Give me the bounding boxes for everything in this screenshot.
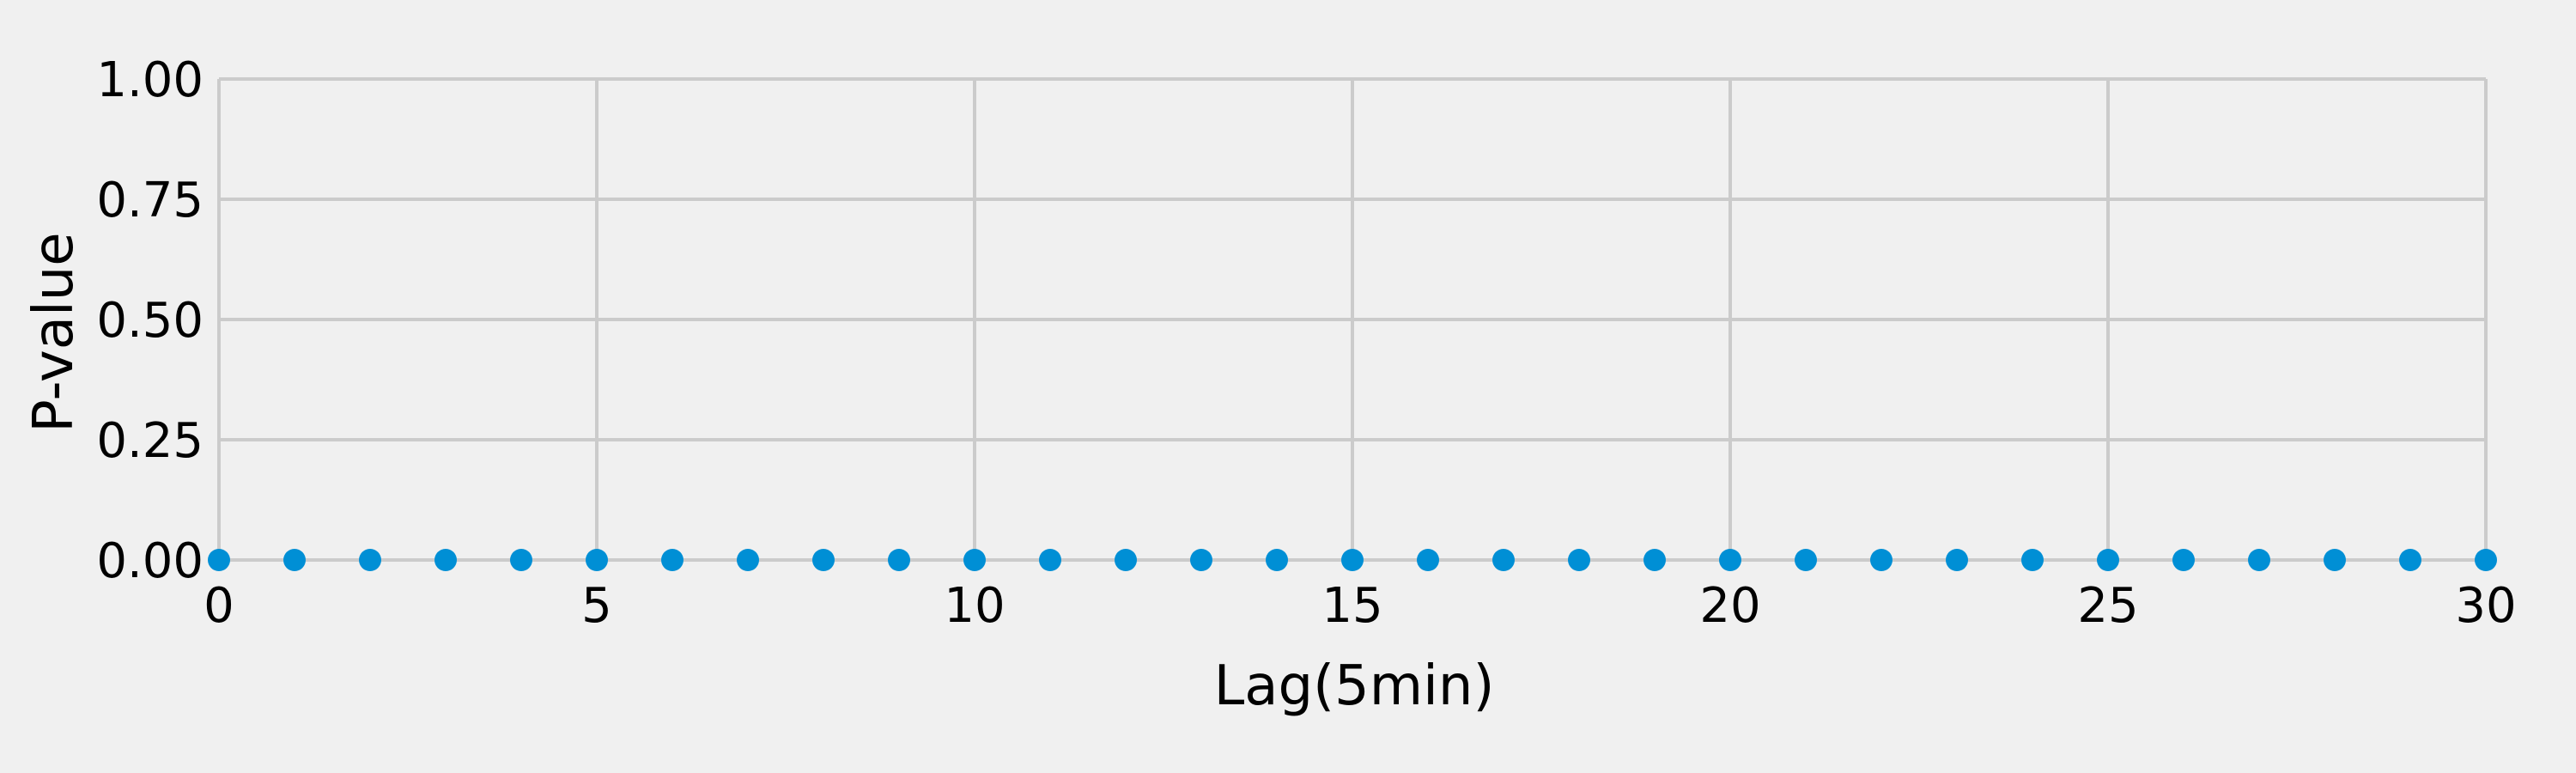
data-point <box>1568 549 1590 571</box>
data-point <box>510 549 532 571</box>
y-tick-label: 0.25 <box>96 413 204 469</box>
x-tick-label: 10 <box>944 578 1005 634</box>
data-point <box>283 549 306 571</box>
y-tick-label: 0.50 <box>96 293 204 349</box>
x-tick-label: 20 <box>1699 578 1760 634</box>
y-tick-label: 1.00 <box>96 52 204 108</box>
data-point <box>1341 549 1364 571</box>
data-point <box>2324 549 2346 571</box>
x-axis-label: Lag(5min) <box>1214 654 1495 718</box>
x-tick-labels: 0 5 10 15 20 25 30 <box>204 578 2516 634</box>
data-point <box>812 549 835 571</box>
x-tick-label: 5 <box>581 578 612 634</box>
data-point <box>1039 549 1061 571</box>
data-point <box>1719 549 1741 571</box>
data-point <box>1946 549 1968 571</box>
data-point <box>963 549 986 571</box>
data-point <box>888 549 910 571</box>
data-point <box>1417 549 1439 571</box>
x-tick-label: 0 <box>204 578 234 634</box>
data-point <box>208 549 230 571</box>
y-tick-label: 0.00 <box>96 533 204 589</box>
data-point <box>2172 549 2195 571</box>
y-tick-label: 0.75 <box>96 173 204 228</box>
data-point <box>1190 549 1212 571</box>
y-tick-labels: 0.00 0.25 0.50 0.75 1.00 <box>96 52 204 589</box>
x-tick-label: 30 <box>2455 578 2516 634</box>
data-point <box>2399 549 2421 571</box>
data-point <box>2097 549 2119 571</box>
grid <box>217 77 2488 562</box>
x-tick-label: 15 <box>1321 578 1382 634</box>
data-point <box>1266 549 1288 571</box>
data-points <box>208 549 2497 571</box>
data-point <box>359 549 381 571</box>
data-point <box>1795 549 1817 571</box>
x-tick-label: 25 <box>2077 578 2138 634</box>
data-point <box>2475 549 2497 571</box>
data-point <box>661 549 683 571</box>
data-point <box>737 549 759 571</box>
y-axis-label: P-value <box>22 232 86 432</box>
data-point <box>2021 549 2044 571</box>
data-point <box>2248 549 2270 571</box>
data-point <box>434 549 457 571</box>
data-point <box>1115 549 1137 571</box>
data-point <box>1870 549 1893 571</box>
data-point <box>586 549 608 571</box>
data-point <box>1643 549 1666 571</box>
data-point <box>1492 549 1515 571</box>
